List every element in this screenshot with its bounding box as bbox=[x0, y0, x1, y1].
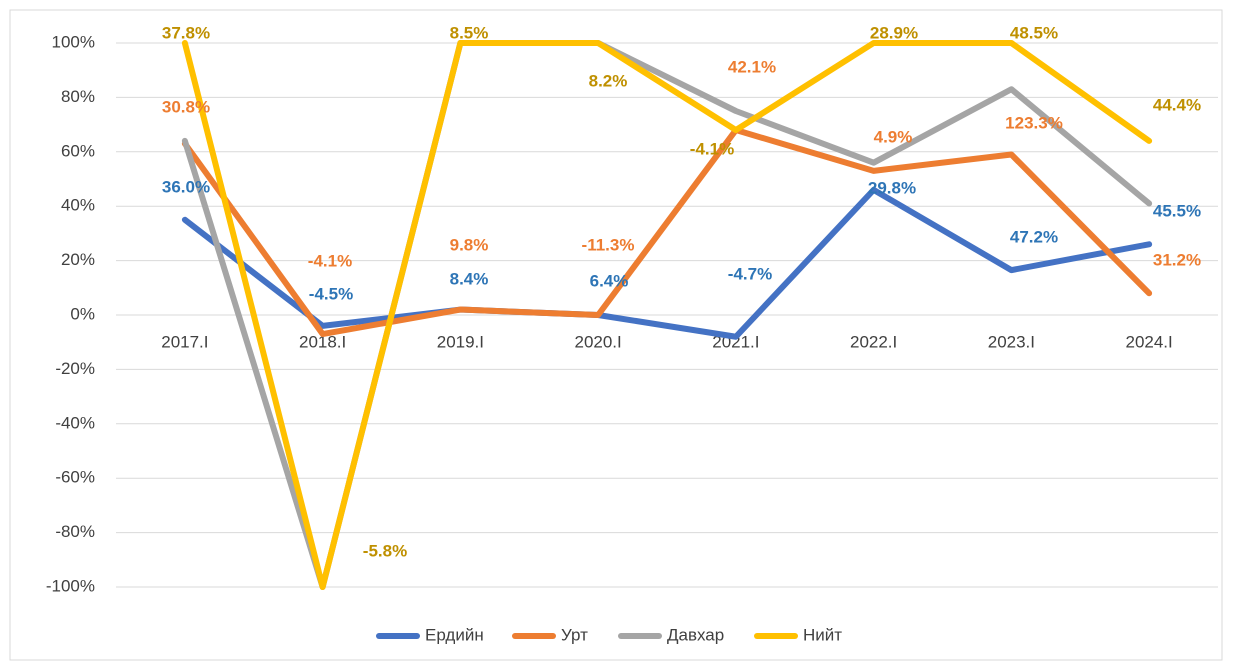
y-tick-label: 20% bbox=[61, 250, 95, 269]
data-label: 123.3% bbox=[1005, 113, 1063, 132]
legend-label: Урт bbox=[561, 625, 588, 644]
data-label: 45.5% bbox=[1153, 201, 1201, 220]
data-label: 8.5% bbox=[450, 23, 489, 42]
series-line bbox=[181, 127, 1153, 338]
data-label: 36.0% bbox=[162, 177, 210, 196]
y-tick-label: -60% bbox=[55, 468, 95, 487]
data-label: 30.8% bbox=[162, 97, 210, 116]
data-label: 8.4% bbox=[450, 269, 489, 288]
y-tick-label: -100% bbox=[46, 576, 95, 595]
legend-label: Нийт bbox=[803, 625, 842, 644]
y-tick-label: 60% bbox=[61, 141, 95, 160]
series-line bbox=[181, 186, 1153, 340]
y-tick-label: 80% bbox=[61, 87, 95, 106]
data-label: -4.7% bbox=[728, 264, 772, 283]
data-label: -4.5% bbox=[309, 284, 353, 303]
data-label: 37.8% bbox=[162, 23, 210, 42]
y-tick-label: -20% bbox=[55, 359, 95, 378]
series-line bbox=[181, 40, 1153, 590]
x-tick-label: 2023.I bbox=[988, 332, 1035, 351]
y-tick-label: -40% bbox=[55, 413, 95, 432]
data-label: 48.5% bbox=[1010, 23, 1058, 42]
data-label: 47.2% bbox=[1010, 227, 1058, 246]
data-label: 44.4% bbox=[1153, 95, 1201, 114]
y-tick-label: 40% bbox=[61, 196, 95, 215]
data-label: 42.1% bbox=[728, 57, 776, 76]
legend-label: Ердийн bbox=[425, 625, 484, 644]
data-label: 29.8% bbox=[868, 178, 916, 197]
x-tick-label: 2020.I bbox=[574, 332, 621, 351]
y-tick-label: 0% bbox=[70, 304, 95, 323]
x-tick-label: 2022.I bbox=[850, 332, 897, 351]
data-label: 4.9% bbox=[874, 127, 913, 146]
y-tick-label: -80% bbox=[55, 522, 95, 541]
data-label: 9.8% bbox=[450, 235, 489, 254]
x-tick-label: 2019.I bbox=[437, 332, 484, 351]
x-tick-label: 2024.I bbox=[1125, 332, 1172, 351]
data-label: 28.9% bbox=[870, 23, 918, 42]
data-label: 31.2% bbox=[1153, 250, 1201, 269]
data-label: -11.3% bbox=[582, 235, 635, 254]
data-label: -5.8% bbox=[363, 541, 407, 560]
data-label: -4.1% bbox=[690, 139, 734, 158]
data-label: 6.4% bbox=[590, 271, 629, 290]
chart-border bbox=[9, 9, 1223, 661]
x-tick-label: 2017.I bbox=[161, 332, 208, 351]
y-tick-label: 100% bbox=[52, 32, 95, 51]
x-tick-label: 2018.I bbox=[299, 332, 346, 351]
data-label: 8.2% bbox=[589, 71, 628, 90]
data-label: -4.1% bbox=[308, 251, 352, 270]
legend-label: Давхар bbox=[667, 625, 724, 644]
